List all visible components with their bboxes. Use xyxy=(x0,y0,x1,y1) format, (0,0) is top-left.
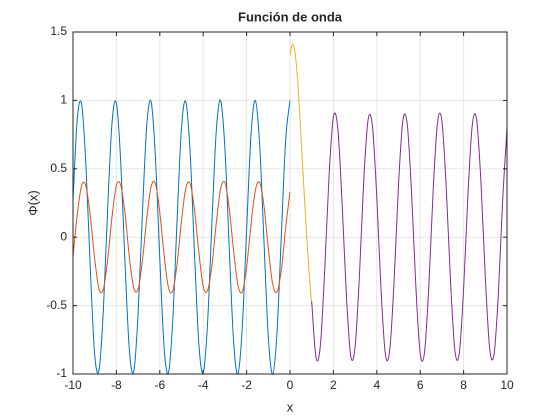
y-tick-label: -0.5 xyxy=(46,298,67,312)
x-tick-label: -6 xyxy=(154,378,165,392)
x-tick-label: 0 xyxy=(287,378,294,392)
data-line xyxy=(72,99,291,375)
y-axis-label: Φ(x) xyxy=(25,190,40,216)
x-tick-label: 8 xyxy=(460,378,467,392)
x-tick-label: -10 xyxy=(64,378,82,392)
data-line xyxy=(289,43,313,306)
plot-lines xyxy=(72,43,508,375)
data-line xyxy=(72,180,291,294)
x-tick-label: -2 xyxy=(241,378,252,392)
x-tick-label: 10 xyxy=(500,378,514,392)
chart-title: Función de onda xyxy=(238,9,343,24)
y-tick-label: 0.5 xyxy=(50,161,67,175)
x-tick-label: -8 xyxy=(111,378,122,392)
y-tick-label: 1.5 xyxy=(50,24,67,38)
data-line xyxy=(311,112,508,362)
x-tick-label: 6 xyxy=(417,378,424,392)
y-tick-label: -1 xyxy=(56,366,67,380)
y-tick-label: 0 xyxy=(60,229,67,243)
y-tick-label: 1 xyxy=(60,93,67,107)
x-tick-label: 4 xyxy=(373,378,380,392)
x-tick-label: 2 xyxy=(330,378,337,392)
x-tick-label: -4 xyxy=(198,378,209,392)
x-axis-label: x xyxy=(287,399,294,414)
